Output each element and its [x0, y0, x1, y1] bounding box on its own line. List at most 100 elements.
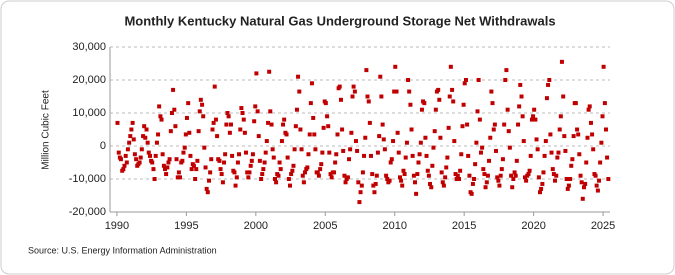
point — [252, 119, 257, 124]
point — [411, 173, 416, 178]
point — [457, 177, 462, 181]
point — [188, 153, 193, 158]
point — [121, 167, 126, 172]
point — [373, 181, 378, 186]
point — [394, 89, 399, 94]
point — [374, 173, 379, 178]
point — [153, 153, 158, 158]
point — [237, 152, 242, 157]
point — [485, 173, 490, 178]
point — [422, 101, 427, 106]
point — [257, 158, 262, 163]
point — [139, 147, 144, 152]
point — [259, 177, 264, 181]
point — [165, 165, 170, 170]
point — [452, 139, 457, 144]
point — [273, 177, 277, 181]
point — [289, 172, 294, 177]
point — [254, 71, 259, 76]
y-axis-label: Million Cubic Feet — [41, 90, 52, 170]
point — [563, 148, 568, 153]
point — [417, 152, 422, 157]
point — [378, 74, 383, 79]
point — [115, 120, 120, 125]
point — [352, 89, 357, 94]
point — [403, 155, 408, 160]
point — [200, 102, 205, 107]
point — [381, 137, 386, 142]
point — [478, 150, 483, 155]
point — [488, 135, 493, 140]
point — [130, 120, 135, 125]
point — [556, 150, 561, 155]
point — [240, 111, 245, 115]
point — [201, 114, 206, 119]
point — [334, 152, 339, 157]
point — [406, 78, 411, 82]
point — [246, 175, 251, 180]
point — [318, 167, 323, 172]
point — [375, 150, 380, 155]
point — [534, 137, 539, 142]
point — [342, 173, 347, 178]
point — [137, 160, 142, 165]
point — [594, 183, 599, 188]
point — [248, 163, 253, 168]
point — [429, 185, 434, 190]
point — [184, 115, 189, 120]
x-tick-label: 2015 — [452, 220, 476, 232]
point — [253, 104, 258, 109]
point — [559, 59, 564, 64]
point — [507, 145, 512, 150]
point — [407, 89, 412, 94]
point — [142, 124, 147, 129]
point — [587, 104, 592, 109]
point — [591, 147, 596, 152]
point — [423, 135, 428, 140]
point — [256, 134, 261, 139]
point — [284, 132, 289, 137]
point — [332, 170, 337, 175]
point — [416, 160, 421, 165]
point — [358, 190, 363, 195]
point — [380, 122, 385, 127]
point — [489, 89, 494, 94]
point — [467, 173, 472, 178]
point — [524, 178, 529, 183]
point — [548, 132, 553, 137]
point — [178, 175, 182, 180]
point — [547, 78, 552, 82]
point — [247, 170, 252, 175]
point — [451, 99, 456, 104]
point — [493, 148, 498, 153]
point — [320, 150, 325, 155]
point — [558, 114, 563, 119]
point — [536, 175, 541, 180]
point — [432, 129, 437, 134]
y-tick-label: -20,000 — [69, 206, 106, 218]
point — [227, 130, 232, 135]
point — [400, 183, 405, 188]
point — [118, 157, 123, 162]
point — [441, 183, 446, 188]
point — [580, 196, 585, 201]
point — [404, 140, 409, 145]
point — [475, 109, 480, 114]
point — [282, 117, 287, 122]
point — [134, 157, 139, 162]
point — [606, 177, 611, 181]
point — [166, 160, 171, 165]
point — [510, 185, 515, 190]
y-tick-label: 10,000 — [72, 107, 106, 119]
point — [498, 173, 503, 178]
x-tick-label: 2020 — [521, 220, 545, 232]
point — [270, 147, 275, 152]
point — [172, 107, 177, 112]
point — [303, 170, 307, 175]
point — [189, 167, 194, 172]
point — [458, 168, 463, 173]
point — [158, 114, 163, 119]
point — [463, 78, 468, 82]
point — [224, 122, 229, 127]
point — [491, 127, 496, 132]
